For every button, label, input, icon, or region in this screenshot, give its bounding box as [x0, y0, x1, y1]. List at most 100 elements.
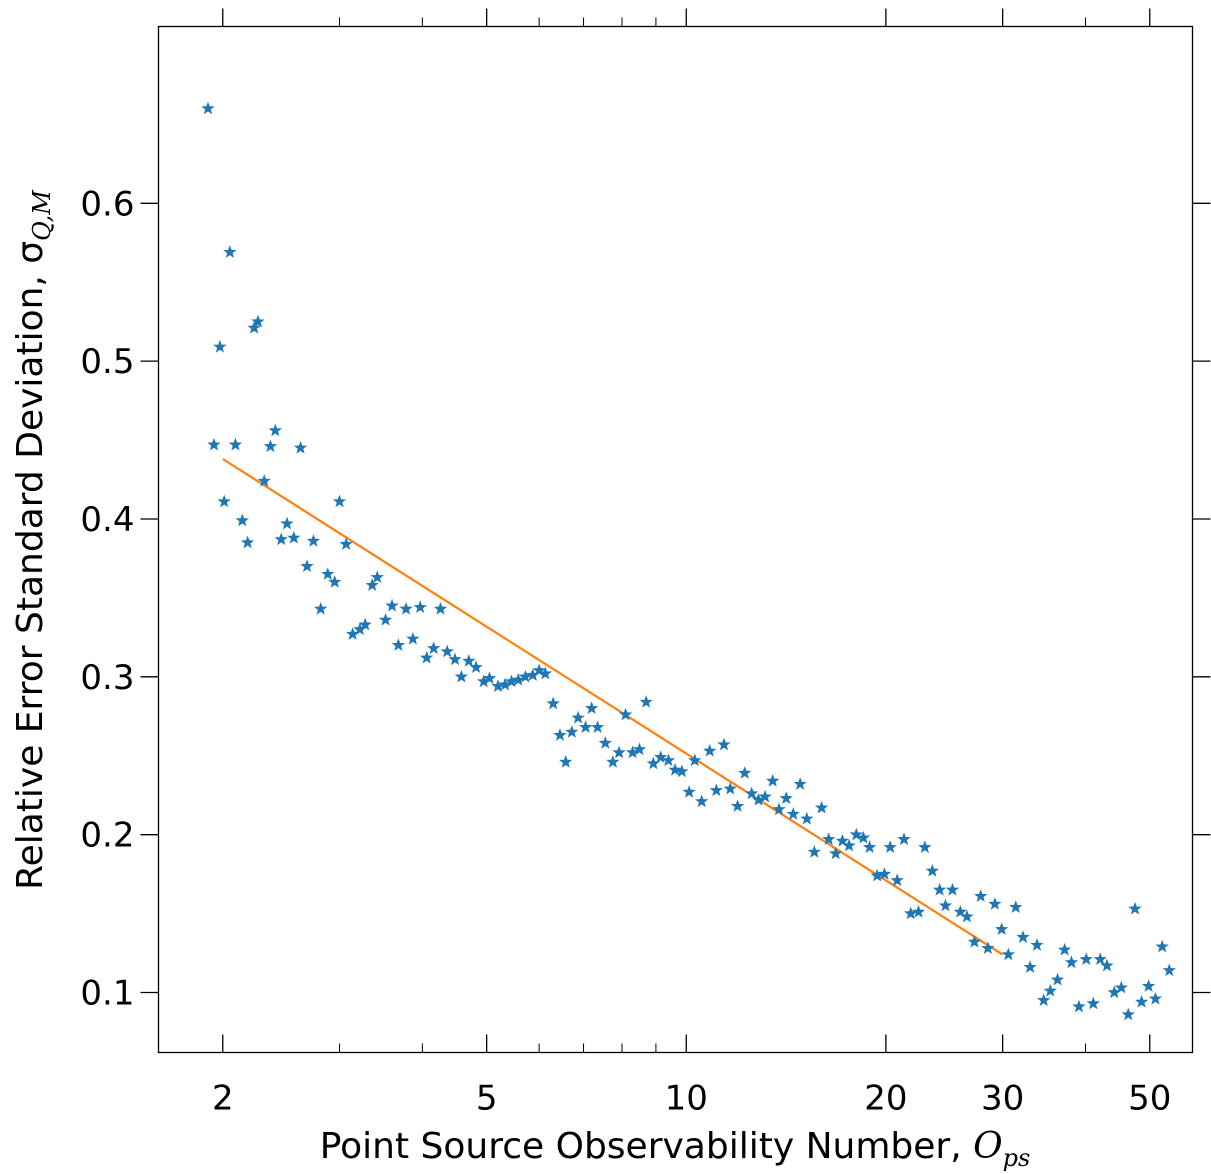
data-point — [427, 641, 441, 655]
data-point — [938, 898, 953, 912]
data-point — [618, 707, 633, 721]
data-point — [274, 532, 288, 546]
data-point — [571, 710, 585, 724]
data-point — [257, 474, 271, 487]
data-point — [717, 737, 731, 751]
data-point — [511, 672, 525, 686]
data-point — [207, 437, 221, 451]
data-point — [440, 644, 454, 658]
x-axis-label: Point Source Observability Number, Ops — [320, 1126, 1031, 1172]
y-tick-label: 0.5 — [80, 342, 134, 382]
data-point — [1079, 952, 1093, 966]
data-point — [247, 320, 261, 334]
data-point — [1030, 938, 1044, 951]
data-point — [911, 905, 926, 918]
data-point — [1037, 993, 1051, 1007]
data-point — [433, 601, 448, 615]
data-point — [1023, 960, 1037, 973]
data-point — [223, 245, 237, 258]
data-point — [559, 755, 573, 768]
data-point — [786, 807, 800, 820]
data-point — [709, 783, 723, 797]
data-point — [498, 677, 512, 691]
data-point — [201, 101, 215, 115]
x-tick-label: 2 — [212, 1079, 234, 1119]
data-point — [877, 867, 892, 880]
data-point — [945, 882, 960, 896]
data-point — [625, 745, 640, 759]
data-point — [251, 314, 265, 328]
data-point — [546, 696, 560, 710]
data-point — [1064, 955, 1079, 969]
data-point — [339, 537, 353, 550]
data-point — [814, 800, 829, 814]
data-point — [981, 941, 995, 954]
data-point — [883, 840, 897, 853]
data-point — [1001, 947, 1016, 961]
data-point — [682, 785, 696, 798]
data-point — [358, 617, 372, 631]
data-point — [300, 559, 314, 572]
data-points — [201, 101, 1176, 1021]
data-point — [904, 906, 918, 920]
data-point — [751, 792, 766, 806]
x-tick-label: 10 — [665, 1079, 708, 1119]
data-point — [321, 567, 335, 580]
data-point — [399, 601, 413, 615]
data-point — [346, 627, 360, 640]
y-tick-label: 0.3 — [80, 658, 134, 698]
data-point — [518, 669, 533, 683]
data-point — [240, 535, 255, 549]
data-point — [462, 654, 476, 667]
data-point — [406, 631, 420, 645]
y-tick-label: 0.1 — [80, 974, 134, 1014]
data-point — [988, 897, 1002, 910]
data-point — [378, 613, 393, 626]
data-point — [779, 791, 793, 805]
data-point — [1016, 930, 1030, 943]
data-point — [835, 833, 850, 847]
data-point — [1057, 942, 1072, 956]
data-point — [1114, 980, 1128, 994]
data-point — [738, 766, 752, 779]
data-point — [668, 762, 682, 776]
data-point — [585, 701, 599, 715]
axis-ticks — [140, 8, 1211, 1053]
data-point — [565, 725, 579, 738]
data-point — [918, 840, 932, 853]
y-tick-label: 0.2 — [80, 816, 134, 856]
data-point — [995, 922, 1009, 936]
data-point — [469, 660, 483, 674]
data-point — [1086, 996, 1100, 1010]
data-point — [504, 674, 519, 688]
data-point — [639, 695, 653, 708]
data-point — [235, 513, 249, 527]
data-point — [454, 669, 469, 683]
data-point — [849, 827, 863, 841]
data-point — [1050, 972, 1065, 986]
data-point — [1141, 979, 1156, 992]
data-point — [306, 534, 321, 547]
data-point — [413, 600, 427, 614]
data-point — [862, 840, 877, 853]
data-point — [598, 736, 612, 749]
data-point — [829, 846, 843, 860]
data-point — [890, 873, 904, 887]
x-tick-label: 5 — [476, 1079, 498, 1119]
fit-line — [222, 458, 1004, 956]
data-point — [391, 638, 406, 651]
data-point — [1155, 939, 1169, 953]
data-point — [745, 786, 759, 800]
data-point — [1134, 994, 1149, 1008]
data-point — [897, 832, 911, 846]
data-point — [932, 882, 947, 896]
data-point — [385, 598, 399, 612]
data-point — [632, 742, 647, 756]
data-point — [482, 671, 497, 685]
data-point — [758, 789, 772, 803]
data-point — [370, 570, 384, 584]
data-point — [287, 530, 301, 544]
data-point — [217, 494, 231, 508]
data-point — [822, 832, 836, 846]
